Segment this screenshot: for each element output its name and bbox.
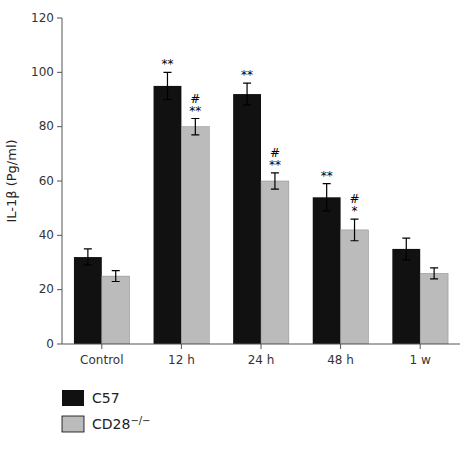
annotation: #**: [269, 146, 281, 172]
error-bar: [271, 173, 279, 189]
bar: [102, 276, 130, 344]
chart-svg: 0 20 40 60 80 100 120 IL-1β (Pg/ml) Control 12 h 2…: [0, 0, 474, 474]
bar: [261, 181, 289, 344]
y-tick-label: 40: [39, 228, 54, 242]
bar: [154, 86, 182, 344]
annotation-line: **: [321, 169, 333, 183]
bar: [181, 127, 209, 344]
bar: [74, 257, 102, 344]
annotation-line: **: [189, 104, 201, 118]
y-tick-label: 80: [39, 119, 54, 133]
annotation-line: **: [161, 57, 173, 71]
bars: [74, 72, 448, 344]
y-tick: [57, 289, 62, 290]
y-tick: [57, 72, 62, 73]
bar: [313, 197, 341, 344]
legend-label: CD28−/−: [92, 415, 151, 433]
chart-container: 0 20 40 60 80 100 120 IL-1β (Pg/ml) Control 12 h 2…: [0, 0, 474, 474]
y-tick-label: 0: [46, 337, 54, 351]
legend-label-main: CD28: [92, 416, 130, 432]
error-bar: [430, 268, 438, 279]
annotation-line: **: [269, 158, 281, 172]
bar: [420, 273, 448, 344]
error-bar: [402, 238, 410, 260]
y-tick: [57, 181, 62, 182]
x-tick: [101, 344, 102, 349]
y-tick: [57, 126, 62, 127]
x-tick: [340, 344, 341, 349]
legend-swatch: [62, 416, 84, 432]
y-tick-label: 120: [31, 11, 54, 25]
x-tick-label: 1 w: [410, 353, 431, 367]
bar: [233, 94, 261, 344]
y-axis-label: IL-1β (Pg/ml): [4, 139, 19, 222]
y-tick-label: 100: [31, 65, 54, 79]
legend-swatch: [62, 390, 84, 406]
legend-label: C57: [92, 390, 120, 406]
y-tick: [57, 235, 62, 236]
y-tick-label: 60: [39, 174, 54, 188]
y-tick: [57, 344, 62, 345]
y-tick-label: 20: [39, 282, 54, 296]
annotation: #*: [349, 192, 359, 218]
x-tick-label: 24 h: [248, 353, 275, 367]
x-tick-label: 48 h: [327, 353, 354, 367]
bar: [341, 230, 369, 344]
annotation-line: *: [352, 204, 358, 218]
annotation: **: [321, 169, 333, 183]
error-bar: [351, 219, 359, 241]
error-bar: [191, 119, 199, 135]
annotation: **: [241, 68, 253, 82]
x-tick: [420, 344, 421, 349]
annotation: **: [161, 57, 173, 71]
error-bar: [84, 249, 92, 265]
y-tick: [57, 18, 62, 19]
legend: C57 CD28−/−: [62, 390, 151, 432]
x-tick: [261, 344, 262, 349]
x-tick: [181, 344, 182, 349]
annotation-line: **: [241, 68, 253, 82]
error-bar: [112, 271, 120, 282]
x-tick-label: Control: [80, 353, 123, 367]
error-bar: [163, 72, 171, 99]
bar: [392, 249, 420, 344]
error-bar: [323, 184, 331, 211]
x-tick-label: 12 h: [168, 353, 195, 367]
legend-label-sup: −/−: [130, 415, 150, 426]
annotation: #**: [189, 92, 201, 118]
y-axis-line: [62, 18, 63, 344]
error-bar: [243, 83, 251, 105]
